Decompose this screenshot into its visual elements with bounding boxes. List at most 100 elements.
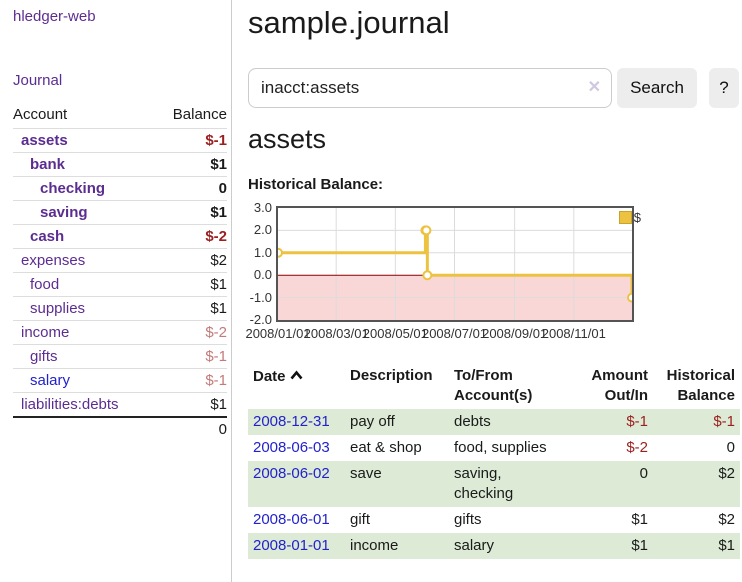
chart-legend: $ bbox=[618, 210, 641, 225]
account-row-saving: saving $1 bbox=[13, 200, 227, 225]
y-tick-label: 2.0 bbox=[253, 222, 272, 238]
chart-title: Historical Balance: bbox=[248, 176, 384, 193]
account-link-gifts[interactable]: gifts bbox=[30, 348, 58, 365]
transaction-date-link[interactable]: 2008-12-31 bbox=[253, 413, 330, 430]
transaction-amount: $1 bbox=[631, 537, 648, 554]
account-balance: $1 bbox=[154, 200, 227, 225]
transaction-balance: 0 bbox=[726, 439, 735, 456]
balance-line-series bbox=[278, 208, 632, 320]
amount-header-line2: Out/In bbox=[604, 387, 648, 404]
account-link-supplies[interactable]: supplies bbox=[30, 300, 86, 317]
account-link-liabilities-debts[interactable]: liabilities:debts bbox=[21, 396, 119, 413]
account-link-assets[interactable]: assets bbox=[21, 132, 68, 149]
account-balance: $-2 bbox=[154, 224, 227, 249]
historical-balance-chart: 3.0 2.0 1.0 0.0 -1.0 -2.0 $ 2008/01/01 2008/03… bbox=[245, 199, 742, 343]
transaction-description: save bbox=[350, 465, 382, 482]
account-link-income[interactable]: income bbox=[21, 324, 70, 341]
x-tick-label: 2008/11/01 bbox=[541, 326, 606, 341]
date-header-label: Date bbox=[253, 368, 286, 385]
transaction-balance: $2 bbox=[718, 465, 735, 482]
amount-header-line1: Amount bbox=[591, 367, 648, 384]
y-tick-label: 1.0 bbox=[253, 244, 272, 260]
account-row-gifts: gifts $-1 bbox=[13, 344, 227, 369]
y-tick-label: -1.0 bbox=[249, 289, 272, 305]
transaction-description: pay off bbox=[350, 413, 395, 430]
y-tick-label: -2.0 bbox=[249, 312, 272, 327]
account-row-expenses: expenses $2 bbox=[13, 248, 227, 273]
account-row-bank: bank $1 bbox=[13, 152, 227, 177]
account-row-liabilities-debts: liabilities:debts $1 bbox=[13, 392, 227, 417]
transaction-amount: 0 bbox=[639, 465, 648, 482]
x-tick-label: 2008/07/01 bbox=[421, 326, 488, 341]
search-row: ✕ Search ? bbox=[248, 68, 742, 108]
accounts-header-row: Account Balance bbox=[13, 102, 227, 129]
transaction-accounts: food, supplies bbox=[454, 439, 547, 456]
account-link-saving[interactable]: saving bbox=[40, 204, 88, 221]
main-content: sample.journal ✕ Search ? assets Histori… bbox=[245, 0, 742, 582]
accounts-header-line1: To/From bbox=[454, 367, 513, 384]
clear-search-icon[interactable]: ✕ bbox=[587, 79, 601, 96]
column-header-date[interactable]: Date bbox=[248, 363, 345, 409]
account-row-salary: salary $-1 bbox=[13, 368, 227, 393]
table-row: 2008-01-01 income salary $1 $1 bbox=[248, 533, 740, 559]
account-link-bank[interactable]: bank bbox=[30, 156, 66, 173]
transaction-description: eat & shop bbox=[350, 439, 422, 456]
transaction-amount: $-2 bbox=[626, 439, 648, 456]
x-tick-label: 2008/05/01 bbox=[362, 326, 428, 341]
search-button[interactable]: Search bbox=[617, 68, 697, 108]
account-balance: $-1 bbox=[154, 368, 227, 393]
register-table: Date Description To/From Account(s) Amou… bbox=[248, 363, 740, 559]
chart-plot-area[interactable] bbox=[276, 206, 634, 322]
account-link-cash[interactable]: cash bbox=[30, 228, 65, 245]
transaction-amount: $-1 bbox=[626, 413, 648, 430]
help-button[interactable]: ? bbox=[709, 68, 739, 108]
transaction-amount: $1 bbox=[631, 511, 648, 528]
account-link-expenses[interactable]: expenses bbox=[21, 252, 86, 269]
y-tick-label: 3.0 bbox=[253, 200, 272, 215]
account-balance: $1 bbox=[154, 152, 227, 177]
account-link-food[interactable]: food bbox=[30, 276, 60, 293]
transaction-accounts: salary bbox=[454, 537, 495, 554]
account-balance: $2 bbox=[154, 248, 227, 273]
account-row-income: income $-2 bbox=[13, 320, 227, 345]
column-header-balance: Historical Balance bbox=[653, 363, 740, 409]
app-brand-link[interactable]: hledger-web bbox=[13, 8, 96, 25]
account-link-checking[interactable]: checking bbox=[40, 180, 106, 197]
account-heading: assets bbox=[248, 124, 327, 154]
account-row-cash: cash $-2 bbox=[13, 224, 227, 249]
x-tick-label: 2008/09/01 bbox=[482, 326, 548, 341]
sort-ascending-icon bbox=[290, 366, 303, 386]
x-tick-label: 2008/03/01 bbox=[303, 326, 369, 341]
account-link-salary[interactable]: salary bbox=[30, 372, 71, 389]
account-row-food: food $1 bbox=[13, 272, 227, 297]
accounts-total-value: 0 bbox=[154, 416, 227, 441]
accounts-header-account: Account bbox=[13, 106, 68, 123]
transaction-balance: $-1 bbox=[713, 413, 735, 430]
legend-label: $ bbox=[633, 210, 641, 225]
column-header-amount: Amount Out/In bbox=[567, 363, 653, 409]
account-balance: $1 bbox=[154, 296, 227, 321]
balance-header-line1: Historical bbox=[666, 367, 735, 384]
transaction-date-link[interactable]: 2008-06-03 bbox=[253, 439, 330, 456]
table-row: 2008-06-02 save saving, checking 0 $2 bbox=[248, 461, 740, 507]
legend-swatch-icon bbox=[618, 211, 632, 224]
account-balance: $-1 bbox=[154, 128, 227, 153]
transaction-balance: $2 bbox=[718, 511, 735, 528]
account-row-checking: checking 0 bbox=[13, 176, 227, 201]
search-input[interactable] bbox=[248, 68, 612, 108]
transaction-date-link[interactable]: 2008-01-01 bbox=[253, 537, 330, 554]
transaction-date-link[interactable]: 2008-06-01 bbox=[253, 511, 330, 528]
transaction-balance: $1 bbox=[718, 537, 735, 554]
account-row-supplies: supplies $1 bbox=[13, 296, 227, 321]
account-balance: $1 bbox=[154, 392, 227, 417]
x-tick-label: 2008/01/01 bbox=[245, 326, 311, 341]
account-balance: $-2 bbox=[154, 320, 227, 345]
transaction-accounts: debts bbox=[454, 413, 491, 430]
sidebar-item-journal[interactable]: Journal bbox=[13, 72, 63, 89]
column-header-accounts: To/From Account(s) bbox=[449, 363, 567, 409]
accounts-total-row: 0 bbox=[13, 416, 227, 441]
transaction-accounts: saving, checking bbox=[454, 465, 514, 502]
accounts-table: Account Balance assets $-1 bank $1 check… bbox=[13, 102, 227, 441]
accounts-header-line2: Account(s) bbox=[454, 387, 533, 404]
transaction-date-link[interactable]: 2008-06-02 bbox=[253, 465, 330, 482]
